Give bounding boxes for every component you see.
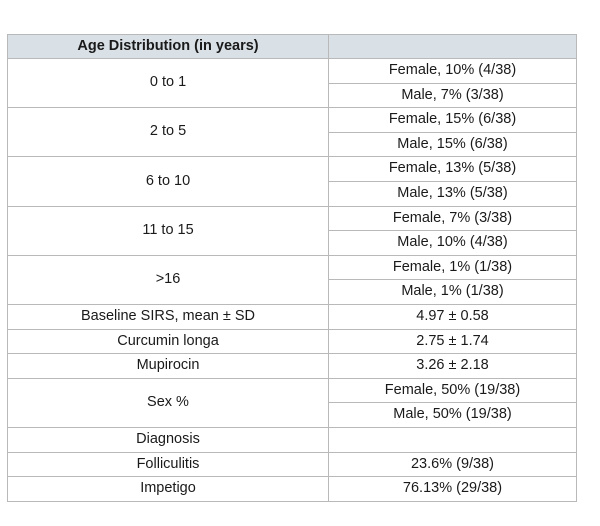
row-value: Female, 50% (19/38) [328,377,577,404]
table-row: >16 Female, 1% (1/38) [7,254,577,305]
header-cell-label: Age Distribution (in years) [7,34,329,59]
row-value: Female, 13% (5/38) [328,156,577,182]
row-label: Sex % [7,377,329,428]
table-row: Male, 10% (4/38) [8,230,577,256]
row-label: Folliculitis [7,451,329,478]
table-row: Sex % Female, 50% (19/38) [7,377,577,428]
table-row: Mupirocin 3.26 ± 2.18 [7,353,577,379]
row-label: 11 to 15 [7,205,329,256]
table-row: 0 to 1 Female, 10% (4/38) [7,57,577,109]
table-row: Male, 50% (19/38) [8,402,577,428]
row-value: Male, 13% (5/38) [328,180,577,207]
row-label: >16 [7,254,329,305]
table-row: 11 to 15 Female, 7% (3/38) [7,205,577,256]
row-value: Male, 15% (6/38) [328,131,577,158]
row-label: Curcumin longa [7,328,329,355]
row-value: 2.75 ± 1.74 [328,328,577,355]
row-label: Diagnosis [7,426,329,453]
table-row: Male, 7% (3/38) [8,82,577,109]
table-row: Impetigo 76.13% (29/38) [7,476,577,502]
row-label: 2 to 5 [7,107,329,158]
row-value: Female, 1% (1/38) [328,254,577,281]
row-value: Female, 7% (3/38) [328,205,577,232]
row-label: 0 to 1 [7,57,329,109]
table-row: Baseline SIRS, mean ± SD 4.97 ± 0.58 [7,303,577,330]
row-value: Male, 1% (1/38) [328,279,577,305]
table-row: Curcumin longa 2.75 ± 1.74 [7,328,577,355]
row-label: Impetigo [7,476,329,502]
row-label: Mupirocin [7,353,329,379]
row-label: 6 to 10 [7,156,329,207]
row-value: 23.6% (9/38) [328,451,577,478]
row-label: Baseline SIRS, mean ± SD [7,303,329,330]
header-row: Age Distribution (in years) [7,34,577,59]
table-row: Male, 15% (6/38) [8,131,577,158]
row-value: 76.13% (29/38) [328,476,577,502]
table-row: 6 to 10 Female, 13% (5/38) [7,156,577,207]
header-cell-value [328,34,577,59]
row-value: Male, 50% (19/38) [328,402,577,428]
row-value: Female, 10% (4/38) [328,58,577,84]
row-value: Male, 7% (3/38) [328,82,577,109]
row-value: Male, 10% (4/38) [328,230,577,256]
row-value: 4.97 ± 0.58 [328,303,577,330]
table-row: 2 to 5 Female, 15% (6/38) [7,107,577,158]
table-row: Folliculitis 23.6% (9/38) [7,451,577,478]
row-value: Female, 15% (6/38) [328,107,577,133]
table-row: Diagnosis [7,426,577,453]
data-table: Age Distribution (in years) 0 to 1 Femal… [7,34,577,502]
row-value: 3.26 ± 2.18 [328,353,577,379]
table-row: Male, 1% (1/38) [8,279,577,305]
row-value [328,426,577,453]
